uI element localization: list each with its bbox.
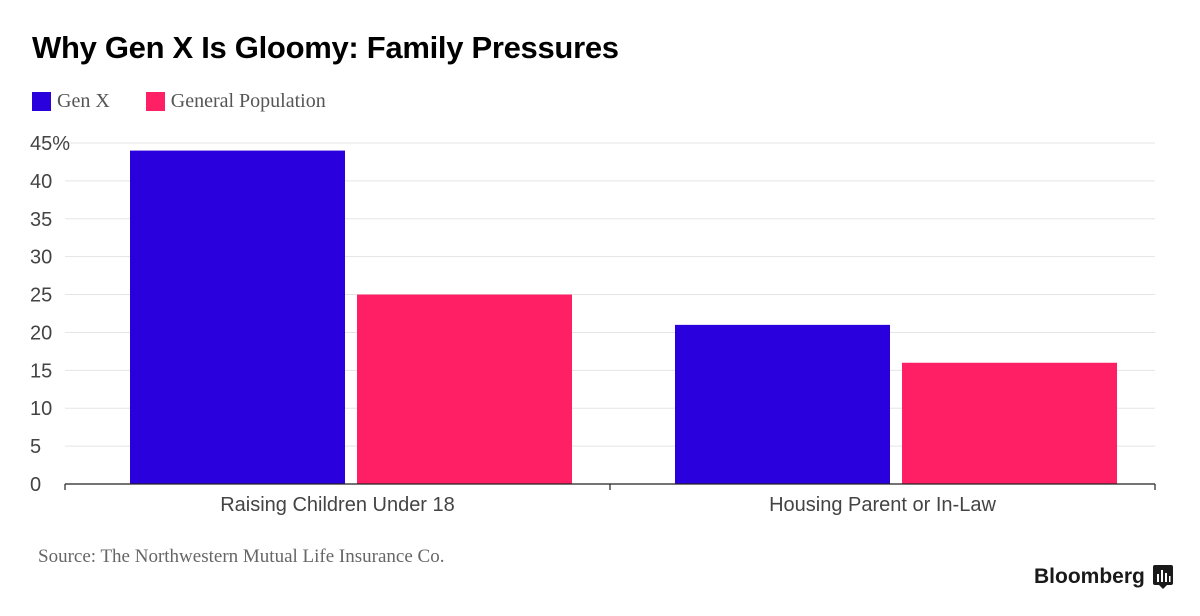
x-tick-label: Housing Parent or In-Law	[769, 494, 996, 516]
y-tick-label: 5	[30, 436, 41, 458]
x-tick-label: Raising Children Under 18	[220, 494, 455, 516]
legend-swatch-general-population	[145, 92, 165, 111]
source-note: Source: The Northwestern Mutual Life Ins…	[38, 546, 445, 567]
y-tick-label: 15	[30, 360, 52, 382]
legend-item-general-population: General Population	[145, 90, 326, 113]
y-tick-label: 25	[30, 285, 52, 307]
bar	[902, 362, 1117, 484]
bloomberg-chart-icon	[1152, 565, 1173, 589]
brand-name: Bloomberg	[1034, 565, 1145, 588]
y-tick-label: 10	[30, 398, 52, 420]
legend: Gen X General Population	[32, 90, 362, 113]
bar	[357, 294, 572, 484]
legend-label-gen-x: Gen X	[57, 90, 110, 112]
y-tick-label: 20	[30, 322, 52, 344]
chart-title: Why Gen X Is Gloomy: Family Pressures	[32, 30, 619, 65]
y-tick-label: 45%	[30, 133, 70, 155]
bloomberg-logo: Bloomberg	[1034, 565, 1173, 589]
y-tick-label: 0	[30, 474, 41, 496]
y-tick-label: 35	[30, 209, 52, 231]
legend-label-general-population: General Population	[170, 90, 326, 112]
legend-item-gen-x: Gen X	[32, 90, 110, 113]
y-tick-label: 40	[30, 171, 52, 193]
y-tick-label: 30	[30, 247, 52, 269]
bar	[130, 150, 345, 485]
bar	[675, 324, 890, 484]
legend-swatch-gen-x	[32, 92, 51, 111]
